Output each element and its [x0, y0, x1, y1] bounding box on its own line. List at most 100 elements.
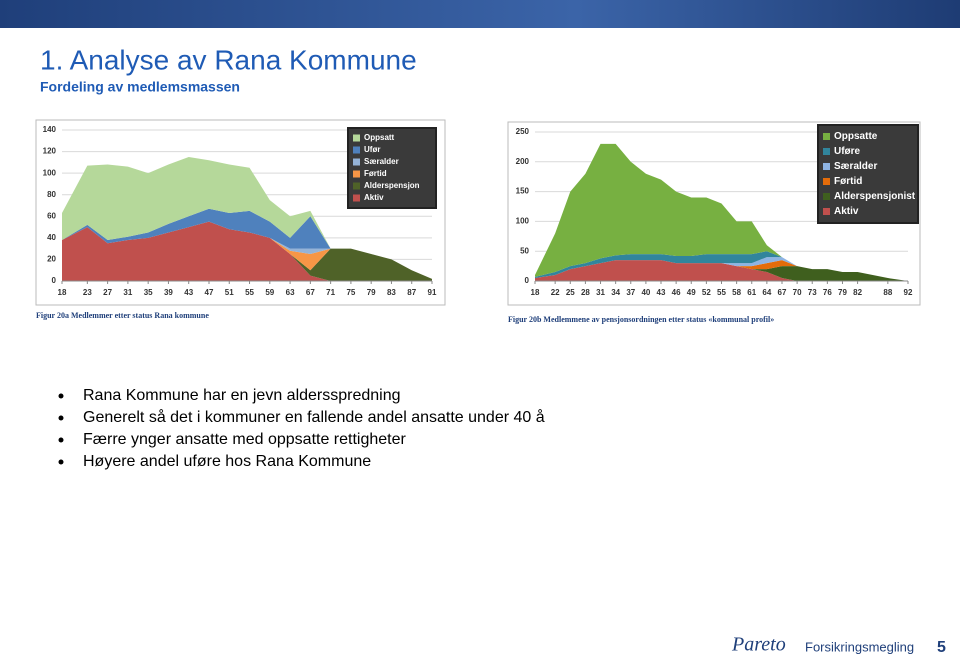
bullet-text: Generelt så det i kommuner en fallende a…	[83, 408, 545, 426]
x-tick-label: 49	[687, 288, 696, 297]
x-tick-label: 92	[904, 288, 913, 297]
legend-label: Særalder	[834, 161, 877, 172]
x-tick-label: 22	[551, 288, 560, 297]
legend-label: Aktiv	[364, 193, 384, 202]
y-tick-label: 0	[525, 276, 530, 285]
area	[62, 221, 432, 281]
bullet-text: Rana Kommune har en jevn aldersspredning	[83, 387, 401, 404]
x-tick-label: 83	[387, 288, 396, 297]
chart-caption: Figur 20b Medlemmene av pensjonsordninge…	[508, 315, 774, 324]
x-tick-label: 61	[747, 288, 756, 297]
x-tick-label: 40	[641, 288, 650, 297]
x-tick-label: 67	[306, 288, 315, 297]
area	[62, 156, 432, 279]
bullet-text: Høyere andel uføre hos Rana Kommune	[83, 453, 371, 470]
x-tick-label: 79	[367, 288, 376, 297]
x-tick-label: 52	[702, 288, 711, 297]
legend-swatch	[353, 134, 360, 142]
x-tick-label: 88	[883, 288, 892, 297]
legend-swatch	[353, 158, 360, 166]
legend-swatch	[823, 133, 830, 140]
bullet-dot	[58, 415, 64, 421]
x-tick-label: 46	[672, 288, 681, 297]
legend-swatch	[823, 178, 830, 185]
x-tick-label: 31	[596, 288, 605, 297]
x-tick-label: 47	[205, 288, 214, 297]
bullet-list: Rana Kommune har en jevn aldersspredning…	[58, 387, 545, 470]
x-tick-label: 59	[265, 288, 274, 297]
legend-label: Oppsatt	[364, 133, 395, 142]
y-tick-label: 40	[47, 233, 56, 242]
x-tick-label: 70	[793, 288, 802, 297]
x-tick-label: 63	[286, 288, 295, 297]
x-tick-label: 43	[657, 288, 666, 297]
legend-swatch	[353, 146, 360, 154]
area	[535, 260, 908, 281]
x-tick-label: 67	[778, 288, 787, 297]
y-tick-label: 0	[52, 276, 57, 285]
slide-subtitle: Fordeling av medlemsmassen	[40, 79, 240, 95]
y-tick-label: 60	[47, 211, 56, 220]
area	[535, 251, 908, 281]
legend-label: Alderspensjon	[364, 181, 420, 190]
legend-label: Aktiv	[834, 206, 859, 217]
page-number: 5	[937, 639, 946, 656]
x-tick-label: 73	[808, 288, 817, 297]
y-tick-label: 100	[516, 217, 530, 226]
bullet-text: Færre ynger ansatte med oppsatte rettigh…	[83, 431, 407, 448]
x-tick-label: 55	[717, 288, 726, 297]
x-tick-label: 76	[823, 288, 832, 297]
area	[535, 260, 908, 281]
legend-swatch	[353, 182, 360, 190]
legend-swatch	[353, 170, 360, 178]
x-tick-label: 82	[853, 288, 862, 297]
legend-swatch	[823, 193, 830, 200]
y-tick-label: 20	[47, 255, 56, 264]
area	[62, 221, 432, 281]
slide-title: 1. Analyse av Rana Kommune	[40, 44, 417, 75]
x-tick-label: 35	[144, 288, 153, 297]
x-tick-label: 25	[566, 288, 575, 297]
bullet-dot	[58, 459, 64, 465]
x-tick-label: 71	[326, 288, 335, 297]
x-tick-label: 18	[531, 288, 540, 297]
x-tick-label: 27	[103, 288, 112, 297]
x-tick-label: 91	[428, 288, 437, 297]
x-tick-label: 51	[225, 288, 234, 297]
chart: 0 20 40 60 80 100 120 140 18 23 27 31 35 39 43 47 51 55 59…	[35, 119, 446, 320]
x-tick-label: 87	[407, 288, 416, 297]
logo-sub: Forsikringsmegling	[805, 639, 914, 654]
area	[62, 208, 432, 279]
footer: Pareto Forsikringsmegling 5	[731, 634, 946, 657]
x-tick-label: 79	[838, 288, 847, 297]
x-tick-label: 37	[626, 288, 635, 297]
legend-swatch	[823, 148, 830, 155]
legend-box	[817, 124, 919, 224]
y-tick-label: 250	[516, 127, 530, 136]
legend-swatch	[823, 208, 830, 215]
area	[535, 143, 908, 281]
y-tick-label: 140	[43, 125, 57, 134]
logo: Pareto	[731, 634, 786, 656]
x-tick-label: 28	[581, 288, 590, 297]
x-tick-label: 34	[611, 288, 620, 297]
y-tick-label: 200	[516, 157, 530, 166]
y-tick-label: 100	[43, 168, 57, 177]
x-tick-label: 39	[164, 288, 173, 297]
bullet-dot	[58, 393, 64, 399]
legend-label: Uføre	[834, 146, 861, 157]
x-tick-label: 64	[762, 288, 771, 297]
chart-caption: Figur 20a Medlemmer etter status Rana ko…	[36, 311, 209, 320]
bullet-dot	[58, 437, 64, 443]
x-tick-label: 31	[123, 288, 132, 297]
y-tick-label: 150	[516, 187, 530, 196]
legend-label: Oppsatte	[834, 131, 878, 142]
x-tick-label: 58	[732, 288, 741, 297]
legend-label: Førtid	[834, 176, 862, 187]
x-tick-label: 18	[58, 288, 67, 297]
top-bar	[0, 0, 960, 28]
x-tick-label: 55	[245, 288, 254, 297]
y-tick-label: 120	[43, 147, 57, 156]
